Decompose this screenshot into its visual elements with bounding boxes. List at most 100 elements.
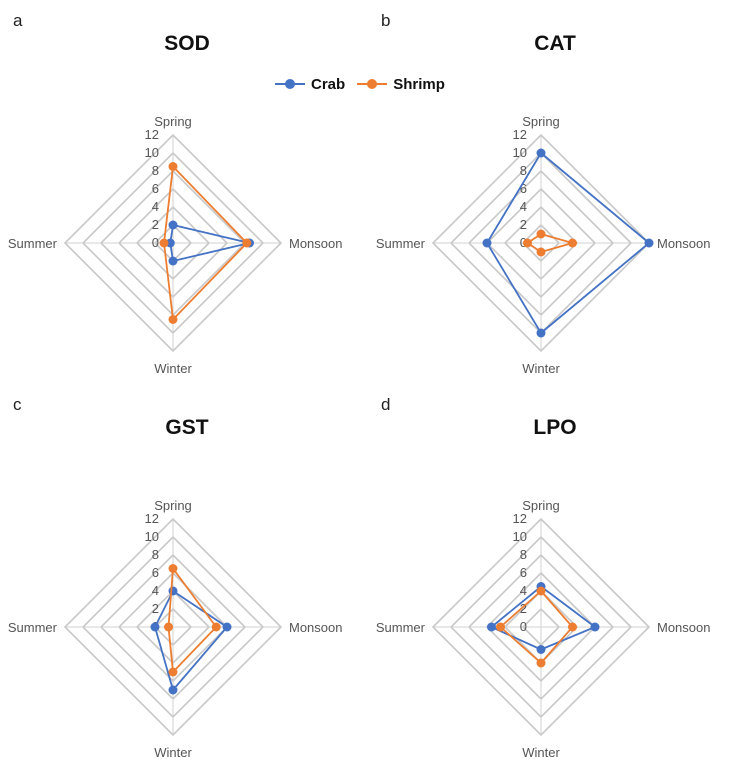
r-tick-label: 8 bbox=[520, 163, 527, 178]
series-line-shrimp bbox=[167, 567, 218, 673]
category-label-spring: Spring bbox=[522, 114, 560, 129]
data-point-shrimp-monsoon bbox=[242, 238, 252, 248]
panel-label: a bbox=[13, 11, 23, 30]
r-tick-label: 2 bbox=[520, 601, 527, 616]
category-label-spring: Spring bbox=[154, 114, 192, 129]
legend-marker-shrimp bbox=[357, 78, 388, 90]
r-tick-label: 0 bbox=[520, 619, 527, 634]
chart-legend: Crab Shrimp bbox=[275, 74, 457, 94]
data-point-crab-monsoon bbox=[590, 622, 600, 632]
r-tick-label: 12 bbox=[513, 127, 527, 142]
category-label-spring: Spring bbox=[522, 498, 560, 513]
r-tick-label: 4 bbox=[152, 199, 159, 214]
data-point-crab-winter bbox=[536, 645, 546, 654]
series-line-crab bbox=[154, 590, 228, 691]
r-tick-label: 10 bbox=[145, 145, 159, 160]
data-point-shrimp-winter bbox=[168, 667, 178, 677]
legend-label-shrimp: Shrimp bbox=[393, 75, 445, 93]
data-point-crab-spring bbox=[536, 148, 546, 158]
chart-title: GST bbox=[165, 416, 208, 439]
category-label-winter: Winter bbox=[522, 361, 560, 376]
data-point-shrimp-monsoon bbox=[211, 622, 221, 632]
r-tick-label: 10 bbox=[513, 145, 527, 160]
data-point-shrimp-winter bbox=[536, 658, 546, 668]
radar-panel-gst: cGST024681012SpringMonsoonWinterSummer bbox=[0, 384, 367, 767]
category-label-winter: Winter bbox=[522, 745, 560, 760]
radar-grid bbox=[431, 517, 651, 737]
r-tick-label: 4 bbox=[520, 199, 527, 214]
series-crab bbox=[150, 586, 232, 695]
chart-title: LPO bbox=[533, 416, 576, 439]
category-label-summer: Summer bbox=[8, 236, 58, 251]
r-tick-label: 12 bbox=[145, 127, 159, 142]
radar-panel-sod: a SOD 0 2 4 6 8 10 12 Spring Monsoon Winter Summer bbox=[0, 0, 367, 383]
data-point-crab-summer bbox=[150, 622, 160, 632]
data-point-shrimp-summer bbox=[496, 622, 505, 632]
r-tick-label: 10 bbox=[513, 529, 527, 544]
data-point-crab-winter bbox=[168, 256, 178, 266]
series-shrimp bbox=[164, 564, 221, 677]
data-point-shrimp-spring bbox=[536, 586, 546, 596]
data-point-shrimp-summer bbox=[159, 238, 169, 248]
data-point-crab-monsoon bbox=[644, 238, 654, 248]
panel-label: d bbox=[381, 395, 390, 414]
series-shrimp bbox=[523, 229, 577, 257]
category-label-summer: Summer bbox=[376, 620, 426, 635]
r-tick-label: 8 bbox=[152, 163, 159, 178]
data-point-shrimp-summer bbox=[164, 622, 173, 632]
chart-title: SOD bbox=[164, 32, 210, 55]
data-point-shrimp-winter bbox=[168, 315, 178, 324]
category-label-monsoon: Monsoon bbox=[657, 236, 710, 251]
category-label-monsoon: Monsoon bbox=[289, 620, 342, 635]
category-label-spring: Spring bbox=[154, 498, 192, 513]
series-shrimp bbox=[159, 162, 252, 324]
legend-marker-crab bbox=[275, 78, 305, 90]
data-point-shrimp-spring bbox=[168, 162, 178, 171]
r-tick-label: 2 bbox=[152, 217, 159, 232]
category-label-summer: Summer bbox=[8, 620, 58, 635]
legend-dot-shrimp bbox=[367, 79, 378, 89]
r-tick-label: 0 bbox=[152, 235, 159, 250]
r-tick-label: 6 bbox=[152, 181, 159, 196]
r-tick-label: 12 bbox=[513, 511, 527, 526]
category-label-winter: Winter bbox=[154, 361, 192, 376]
panel-label: c bbox=[13, 395, 22, 414]
r-tick-label: 4 bbox=[152, 583, 159, 598]
data-point-crab-summer bbox=[482, 238, 492, 248]
radar-chart-svg: cGST024681012SpringMonsoonWinterSummer bbox=[8, 395, 343, 760]
category-label-summer: Summer bbox=[376, 236, 426, 251]
data-point-crab-spring bbox=[168, 586, 178, 596]
radar-grid bbox=[63, 517, 283, 737]
data-point-shrimp-spring bbox=[168, 564, 178, 573]
data-point-shrimp-winter bbox=[536, 247, 546, 257]
series-line-crab bbox=[490, 585, 596, 651]
radar-chart-svg: bCAT024681012SpringMonsoonWinterSummer bbox=[376, 11, 711, 376]
radar-grid bbox=[431, 133, 651, 353]
r-tick-label: 10 bbox=[145, 529, 159, 544]
data-point-crab-winter bbox=[536, 328, 546, 338]
data-point-crab-summer bbox=[165, 238, 175, 248]
r-tick-label: 6 bbox=[520, 565, 527, 580]
category-label-winter: Winter bbox=[154, 745, 192, 760]
category-label-monsoon: Monsoon bbox=[657, 620, 710, 635]
r-tick-label: 6 bbox=[152, 565, 159, 580]
legend-dot-crab bbox=[285, 79, 295, 89]
r-tick-label: 6 bbox=[520, 181, 527, 196]
r-tick-label: 2 bbox=[520, 217, 527, 232]
data-point-crab-winter bbox=[168, 685, 178, 695]
legend-item-shrimp: Shrimp bbox=[357, 76, 445, 93]
series-shrimp bbox=[496, 586, 577, 668]
data-point-crab-summer bbox=[487, 622, 496, 632]
r-tick-label: 4 bbox=[520, 583, 527, 598]
category-label-monsoon: Monsoon bbox=[289, 236, 342, 251]
series-crab bbox=[482, 148, 654, 338]
chart-title: CAT bbox=[534, 32, 576, 55]
r-tick-label: 8 bbox=[520, 547, 527, 562]
panel-label: b bbox=[381, 11, 390, 30]
data-point-crab-monsoon bbox=[222, 622, 232, 632]
legend-label-crab: Crab bbox=[311, 75, 346, 93]
data-point-shrimp-monsoon bbox=[568, 622, 577, 632]
r-tick-label: 8 bbox=[152, 547, 159, 562]
